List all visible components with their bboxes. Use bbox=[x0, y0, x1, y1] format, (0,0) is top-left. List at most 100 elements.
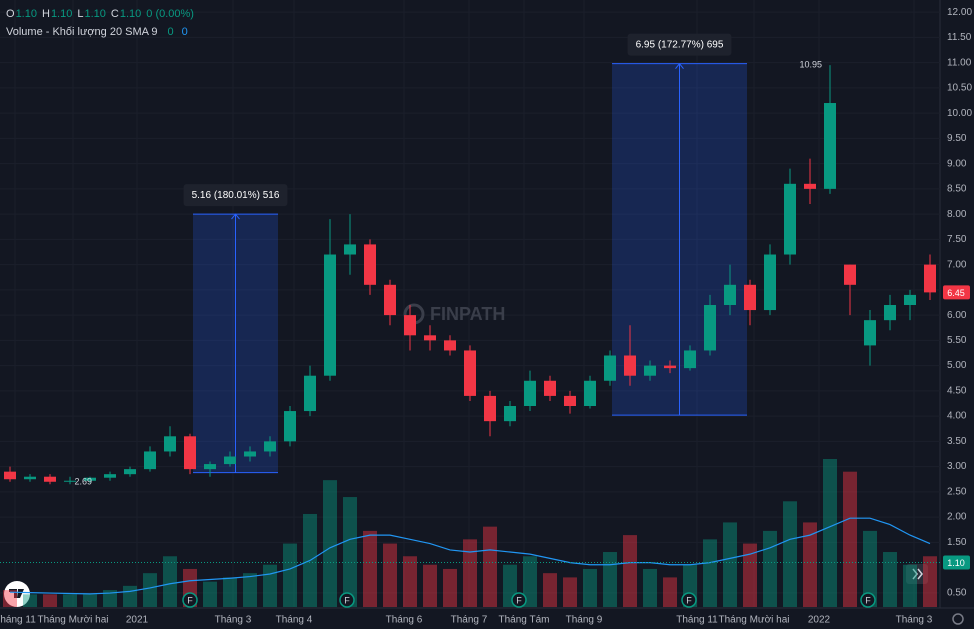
volume-bar bbox=[923, 556, 937, 607]
candle-body bbox=[324, 254, 336, 376]
volume-bar bbox=[443, 568, 457, 607]
y-tick-label: 10.00 bbox=[947, 108, 972, 119]
measure-label-bg bbox=[627, 33, 732, 56]
candle-body bbox=[804, 183, 816, 189]
candle-body bbox=[124, 469, 136, 475]
candle-body bbox=[304, 375, 316, 412]
y-tick-label: 3.50 bbox=[947, 436, 967, 447]
volume-bar bbox=[23, 594, 37, 607]
grid-layer bbox=[0, 0, 940, 608]
y-tick-label: 8.00 bbox=[947, 209, 967, 220]
volume-legend-title: Volume - Khối lượng 20 SMA 9 bbox=[6, 26, 158, 38]
y-tick-label: 5.50 bbox=[947, 335, 967, 346]
candle-body bbox=[364, 244, 376, 285]
volume-bar bbox=[243, 573, 257, 607]
candle-body bbox=[684, 350, 696, 369]
volume-bar bbox=[743, 543, 757, 607]
volume-bar bbox=[263, 564, 277, 607]
candle-body bbox=[164, 436, 176, 452]
candle-body bbox=[564, 395, 576, 407]
candle-body bbox=[264, 441, 276, 452]
y-tick-label: 2.50 bbox=[947, 486, 967, 497]
price-tag bbox=[943, 555, 970, 570]
volume-bar bbox=[343, 497, 357, 607]
volume-bar bbox=[463, 539, 477, 607]
scroll-button[interactable] bbox=[906, 564, 928, 584]
candle-body bbox=[604, 355, 616, 381]
y-tick-label: 12.00 bbox=[947, 7, 972, 18]
measure-label: 6.95 (172.77%) 695 bbox=[636, 39, 724, 50]
ohlc-value: 1.10 bbox=[51, 8, 72, 20]
x-tick-label: Tháng 11 bbox=[676, 615, 718, 626]
y-tick-label: 6.00 bbox=[947, 310, 967, 321]
volume-bar bbox=[283, 543, 297, 607]
volume-bar bbox=[203, 581, 217, 607]
volume-bar bbox=[123, 585, 137, 607]
volume-bar bbox=[843, 471, 857, 607]
volume-bar bbox=[3, 590, 17, 607]
volume-bar bbox=[383, 543, 397, 607]
logo-mark bbox=[9, 589, 24, 598]
scroll-arrow[interactable] bbox=[912, 568, 923, 580]
candle-body bbox=[404, 315, 416, 336]
volume-bar bbox=[783, 501, 797, 607]
volume-bar bbox=[163, 556, 177, 607]
volume-bar bbox=[103, 590, 117, 607]
volume-bar bbox=[903, 564, 917, 607]
candle-body bbox=[424, 335, 436, 341]
candle-body bbox=[284, 411, 296, 442]
volume-bar bbox=[603, 552, 617, 607]
x-tick-label: 2021 bbox=[126, 615, 149, 626]
candle-body bbox=[584, 380, 596, 407]
x-tick-label: Tháng 3 bbox=[896, 615, 933, 626]
candle-body bbox=[84, 477, 96, 481]
point-label: 10.95 bbox=[799, 60, 822, 70]
candle-body bbox=[244, 451, 256, 457]
candle-body bbox=[504, 406, 516, 422]
candle-body bbox=[924, 264, 936, 293]
x-tick-label: Tháng 9 bbox=[566, 615, 603, 626]
y-tick-label: 4.00 bbox=[947, 411, 967, 422]
volume-bar bbox=[823, 459, 837, 607]
volume-bar bbox=[423, 564, 437, 607]
volume-bar bbox=[663, 577, 677, 607]
x-tick-label: Tháng 4 bbox=[276, 615, 313, 626]
candle-body bbox=[784, 183, 796, 255]
point-label: 2.69 bbox=[74, 477, 92, 487]
volume-bar bbox=[223, 577, 237, 607]
candle-body bbox=[64, 480, 76, 482]
candle-body bbox=[824, 103, 836, 189]
volume-bar bbox=[643, 568, 657, 607]
candle-body bbox=[464, 350, 476, 396]
candle-body bbox=[724, 284, 736, 306]
gear[interactable] bbox=[952, 613, 964, 625]
ohlc-key: L bbox=[77, 8, 83, 20]
event-label: F bbox=[516, 595, 522, 605]
price-tag-label: 6.45 bbox=[947, 288, 965, 298]
event-marker bbox=[511, 592, 527, 608]
candle-body bbox=[204, 464, 216, 470]
tv-logo bbox=[4, 581, 30, 607]
watermark: FINPATH bbox=[430, 304, 505, 324]
volume-bar bbox=[703, 539, 717, 607]
volume-bar bbox=[883, 552, 897, 607]
candle-body bbox=[44, 476, 56, 482]
y-tick-label: 5.00 bbox=[947, 360, 967, 371]
candle-body bbox=[104, 474, 116, 478]
price-tag-label: 1.10 bbox=[947, 558, 965, 568]
measure-label: 5.16 (180.01%) 516 bbox=[192, 190, 280, 201]
volume-bar bbox=[763, 530, 777, 607]
event-marker bbox=[860, 592, 876, 608]
measure-arrowhead bbox=[231, 213, 240, 220]
event-marker bbox=[681, 592, 697, 608]
candle-body bbox=[344, 244, 356, 255]
volume-bar bbox=[523, 556, 537, 607]
candle-body bbox=[884, 305, 896, 321]
candle-body bbox=[644, 365, 656, 376]
event-label: F bbox=[344, 595, 350, 605]
settings-icon[interactable] bbox=[952, 613, 964, 625]
y-tick-label: 7.00 bbox=[947, 259, 967, 270]
ohlc-value: 1.10 bbox=[120, 8, 141, 20]
y-tick-label: 0.50 bbox=[947, 587, 967, 598]
